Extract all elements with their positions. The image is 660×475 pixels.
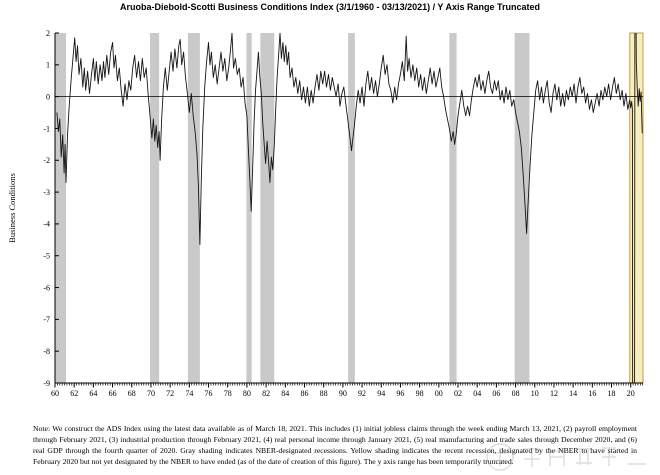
covid-recession-band [629, 32, 644, 384]
y-tick-label: -1 [43, 124, 50, 133]
x-tick-label: 78 [224, 389, 232, 398]
recession-band [449, 33, 457, 383]
y-tick-label: -7 [43, 315, 50, 324]
y-tick-label: 2 [46, 29, 50, 38]
x-tick-label: 90 [339, 389, 347, 398]
x-tick-label: 80 [243, 389, 251, 398]
recession-band [348, 33, 355, 383]
recession-band [246, 33, 252, 383]
x-tick-label: 86 [300, 389, 308, 398]
y-tick-label: -4 [43, 220, 50, 229]
x-tick-label: 10 [531, 389, 539, 398]
y-tick-label: -5 [43, 252, 50, 261]
watermark-logo-icon [486, 443, 514, 471]
footnote: Note: We construct the ADS Index using t… [33, 424, 637, 466]
x-tick-label: 20 [627, 389, 635, 398]
recession-band [55, 33, 67, 383]
x-tick-label: 12 [550, 389, 558, 398]
recession-band [260, 33, 275, 383]
x-tick-label: 84 [281, 389, 289, 398]
y-tick-label: -2 [43, 156, 50, 165]
recession-band [149, 33, 160, 383]
y-tick-label: -6 [43, 283, 50, 292]
chart-title: Aruoba-Diebold-Scotti Business Condition… [120, 2, 540, 12]
x-tick-label: 68 [128, 389, 136, 398]
x-tick-label: 70 [147, 389, 155, 398]
x-tick-label: 72 [166, 389, 174, 398]
x-tick-label: 74 [185, 389, 193, 398]
x-tick-label: 18 [608, 389, 616, 398]
x-tick-label: 60 [51, 389, 59, 398]
x-tick-label: 16 [588, 389, 596, 398]
y-tick-label: -3 [43, 188, 50, 197]
x-tick-label: 94 [377, 389, 385, 398]
x-tick-label: 66 [109, 389, 117, 398]
x-tick-label: 06 [492, 389, 500, 398]
ads-index-line [56, 33, 643, 383]
x-tick-label: 02 [454, 389, 462, 398]
recession-band [514, 33, 530, 383]
x-tick-label: 88 [320, 389, 328, 398]
y-tick-label: -9 [43, 379, 50, 388]
ads-index-plot: 60 62 64 66 68 70 72 74 76 78 80 82 84 86 88 90 92 94 96 98… [43, 29, 644, 398]
watermark [486, 443, 646, 471]
x-tick-label: 14 [569, 389, 577, 398]
x-tick-label: 04 [473, 389, 481, 398]
x-tick-label: 76 [205, 389, 213, 398]
y-tick-label: 0 [46, 92, 50, 101]
x-tick-label: 00 [435, 389, 443, 398]
x-tick-label: 64 [89, 389, 97, 398]
x-tick-label: 08 [512, 389, 520, 398]
y-tick-label: -8 [43, 347, 50, 356]
x-tick-label: 62 [70, 389, 78, 398]
x-tick-label: 92 [358, 389, 366, 398]
x-tick-label: 96 [396, 389, 404, 398]
recession-band [187, 33, 200, 383]
x-tick-label: 82 [262, 389, 270, 398]
x-tick-label: 98 [416, 389, 424, 398]
y-tick-label: 1 [46, 61, 50, 70]
